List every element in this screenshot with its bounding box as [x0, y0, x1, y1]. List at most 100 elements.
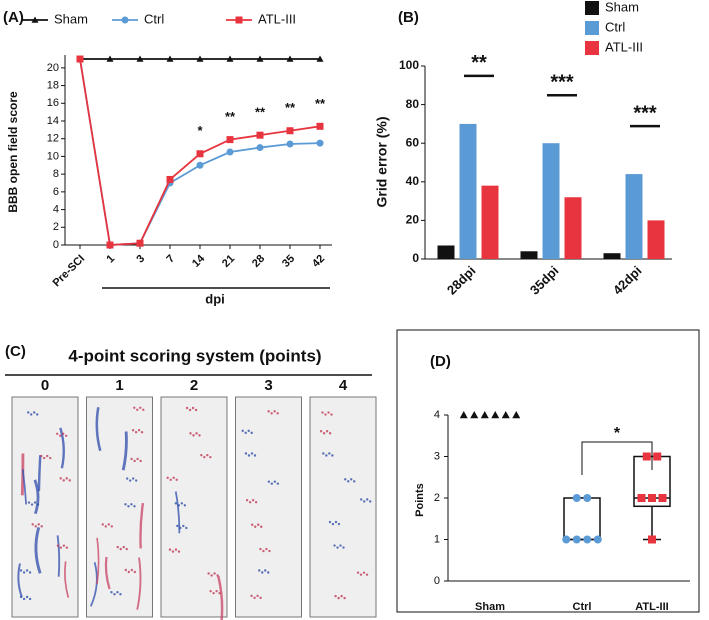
footprint-dot — [212, 591, 215, 595]
footprint-dot — [166, 476, 169, 479]
footprint-dot — [350, 478, 353, 481]
footprint-dot — [171, 550, 175, 553]
x-tick-label: 7 — [164, 253, 177, 266]
significance: ** — [315, 96, 326, 111]
footprint-dot — [321, 411, 324, 414]
y-tick-label: 2 — [53, 221, 59, 233]
x-axis-label: dpi — [205, 291, 225, 306]
footprint-dot — [250, 431, 253, 435]
footprint-dot — [261, 571, 264, 574]
y-axis-label: Points — [414, 483, 426, 517]
significance: * — [197, 123, 203, 138]
footprint-streak — [90, 561, 98, 607]
footprint-streak — [104, 556, 111, 590]
footprint-dot — [137, 429, 141, 432]
legend-label: Ctrl — [605, 19, 625, 34]
score-label: 2 — [190, 377, 198, 394]
footprint-dot — [22, 571, 26, 574]
footprint-dot — [169, 478, 172, 481]
footprint-dot — [142, 408, 145, 411]
footprint-dot — [334, 520, 338, 524]
footprint-dot — [65, 477, 68, 480]
legend-swatch — [585, 21, 599, 35]
footprint-dot — [258, 569, 261, 572]
x-tick-label: Pre-SCI — [51, 253, 88, 290]
y-axis-label: Grid error (%) — [374, 116, 390, 207]
footprint-dot — [325, 430, 329, 433]
footprint-dot — [248, 501, 252, 504]
marker — [226, 136, 234, 144]
footprint-dot — [195, 432, 198, 435]
x-tick-label: 28dpi — [444, 263, 479, 298]
footprint-dot — [119, 547, 122, 551]
footprint-dot — [49, 456, 52, 460]
legend-swatch — [585, 41, 599, 55]
significance: *** — [633, 102, 657, 124]
y-tick-label: 0 — [412, 251, 419, 265]
footprint-dot — [133, 406, 136, 409]
footprint-dot — [64, 434, 68, 438]
footprint-dot — [36, 413, 39, 416]
y-tick-label: 4 — [53, 203, 59, 215]
footprint-dot — [125, 477, 129, 480]
y-tick-label: 20 — [406, 213, 420, 227]
footprint-dot — [337, 596, 340, 600]
footprint-dot — [139, 459, 142, 463]
marker — [572, 494, 581, 502]
footprint-dot — [131, 429, 135, 432]
footprint-dot — [183, 504, 187, 507]
marker — [658, 494, 667, 502]
footprint-dot — [210, 574, 213, 577]
footprint-dot — [185, 406, 189, 410]
marker — [196, 161, 204, 169]
footprint-streak — [56, 535, 61, 577]
significance-bracket — [581, 441, 653, 475]
marker — [583, 535, 592, 544]
x-tick-label: 42dpi — [610, 263, 645, 298]
footprint-dot — [127, 570, 131, 574]
footprint-dot — [344, 478, 347, 481]
footprint-dot — [59, 546, 63, 549]
footprint-dot — [254, 501, 258, 504]
footprint-dot — [366, 498, 369, 501]
score-label: 0 — [41, 377, 49, 394]
marker — [196, 150, 204, 158]
footprint-dot — [360, 498, 363, 501]
footprint-dot — [191, 406, 195, 410]
footprint-dot — [19, 595, 23, 599]
significance: ** — [255, 105, 266, 120]
footprint-dot — [209, 589, 212, 593]
marker — [648, 535, 656, 544]
bar — [520, 251, 538, 259]
marker — [196, 55, 204, 62]
bar — [437, 245, 455, 259]
footprint-dot — [136, 408, 139, 411]
footprint-dot — [259, 525, 263, 528]
marker — [480, 411, 489, 419]
significance: * — [614, 425, 621, 442]
y-tick-label: 3 — [434, 450, 440, 462]
footprint-dot — [110, 525, 113, 528]
y-tick-label: 60 — [406, 135, 420, 149]
footprint-dot — [176, 524, 179, 528]
footprint-dot — [182, 524, 185, 528]
footprint-dot — [188, 408, 192, 412]
footprint-dot — [134, 431, 138, 434]
legend-label: Ctrl — [144, 11, 164, 26]
marker — [593, 535, 602, 544]
x-tick-label: 21 — [220, 253, 237, 270]
footprint-dot — [270, 412, 273, 415]
panel-label: (A) — [3, 9, 24, 26]
footprint-dot — [113, 592, 116, 596]
footprint-dot — [328, 432, 332, 435]
footprint-dot — [273, 480, 277, 483]
footprint-dot — [130, 457, 133, 461]
bar — [647, 220, 665, 259]
significance: ** — [471, 52, 487, 74]
footprint-dot — [362, 571, 366, 574]
footprint-dot — [19, 569, 23, 572]
marker — [316, 55, 324, 62]
footprint-image — [11, 396, 79, 618]
marker — [166, 175, 174, 183]
